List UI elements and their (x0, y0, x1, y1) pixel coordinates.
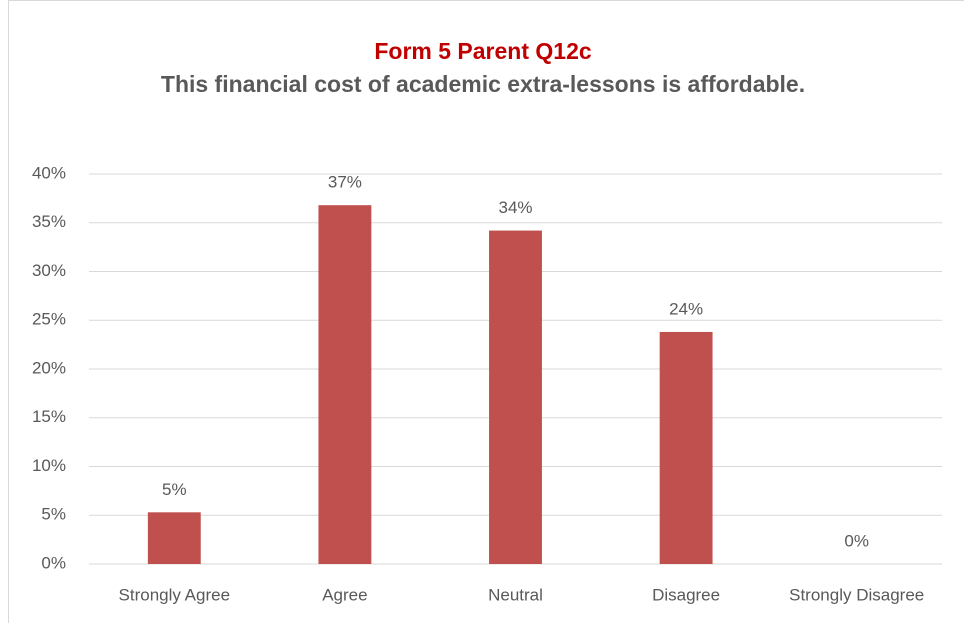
y-tick-label: 25% (32, 310, 66, 329)
y-tick-label: 40% (32, 163, 66, 182)
y-tick-label: 35% (32, 212, 66, 231)
x-tick-label: Agree (322, 585, 367, 604)
chart-title: Form 5 Parent Q12c (374, 38, 592, 64)
bar (318, 205, 372, 564)
y-tick-label: 0% (41, 553, 66, 572)
chart-subtitle: This financial cost of academic extra-le… (160, 71, 806, 97)
bar (147, 512, 201, 564)
y-tick-label: 20% (32, 358, 66, 377)
y-tick-label: 15% (32, 407, 66, 426)
x-tick-label: Strongly Agree (119, 585, 231, 604)
data-label: 34% (498, 198, 532, 217)
titles: Form 5 Parent Q12c This financial cost o… (0, 36, 966, 102)
data-label: 0% (844, 531, 869, 550)
bar (489, 230, 542, 565)
data-label: 5% (162, 480, 187, 499)
data-label: 24% (669, 299, 703, 318)
x-tick-label: Disagree (652, 585, 720, 604)
y-tick-label: 30% (32, 261, 66, 280)
chart-frame (8, 0, 964, 623)
y-tick-label: 10% (32, 456, 66, 475)
x-tick-label: Strongly Disagree (789, 585, 924, 604)
x-tick-label: Neutral (488, 585, 543, 604)
data-label: 37% (328, 173, 362, 192)
bar (659, 331, 713, 564)
y-tick-label: 5% (41, 505, 66, 524)
